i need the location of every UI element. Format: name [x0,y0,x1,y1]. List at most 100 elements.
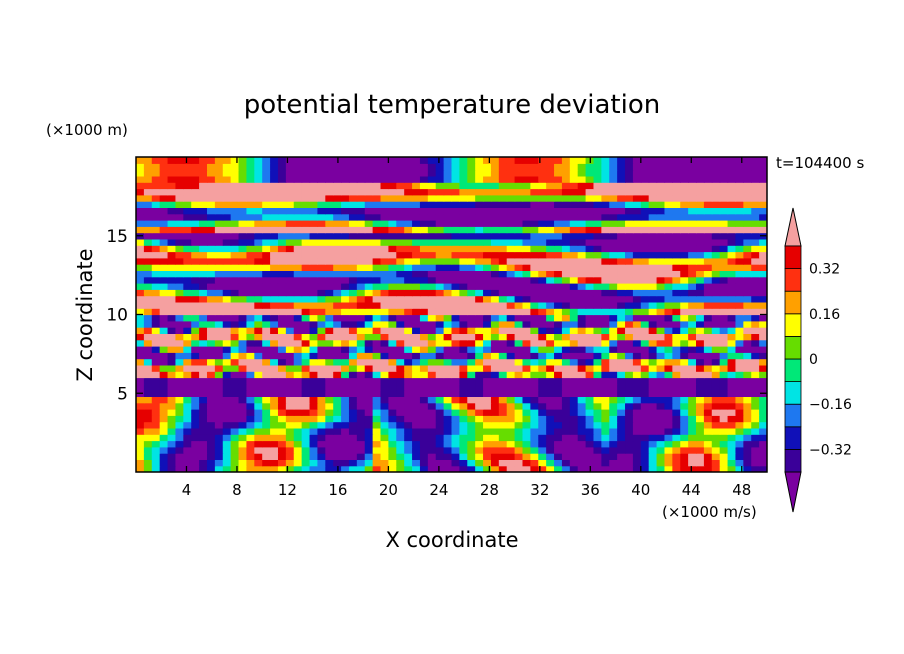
heatmap-cell [183,339,192,347]
heatmap-cell [514,188,524,196]
heatmap-cell [309,427,319,435]
heatmap-cell [656,333,666,341]
heatmap-cell [719,415,729,423]
heatmap-cell [506,163,516,171]
heatmap-cell [522,175,531,183]
heatmap-cell [490,352,500,360]
heatmap-cell [577,396,587,404]
heatmap-cell [309,440,319,448]
heatmap-cell [427,289,437,297]
heatmap-cell [569,314,579,322]
heatmap-cell [246,396,255,404]
heatmap-cell [743,232,752,240]
heatmap-cell [490,295,500,303]
heatmap-cell [191,157,200,164]
heatmap-cell [388,339,397,347]
heatmap-cell [522,364,531,372]
heatmap-cell [277,371,287,379]
heatmap-cell [459,301,468,309]
colorbar-swatch [784,313,802,337]
heatmap-cell [443,264,453,271]
heatmap-cell [498,207,508,215]
heatmap-cell [625,352,634,360]
heatmap-cell [609,383,618,391]
heatmap-cell [483,427,492,435]
heatmap-cell [136,377,145,385]
heatmap-cell [632,289,642,297]
heatmap-cell [262,207,271,215]
heatmap-cell [640,358,650,366]
heatmap-cell [601,295,610,303]
heatmap-cell [522,371,531,379]
heatmap-cell [372,169,382,177]
heatmap-cell [483,301,492,309]
heatmap-cell [254,188,263,196]
heatmap-cell [285,182,295,190]
heatmap-cell [593,213,602,221]
heatmap-cell [183,207,192,215]
heatmap-cell [199,308,208,316]
heatmap-cell [656,434,666,442]
heatmap-cell [199,232,208,240]
heatmap-cell [388,276,397,284]
heatmap-cell [696,421,705,429]
heatmap-cell [554,163,563,171]
heatmap-cell [459,257,468,265]
heatmap-cell [159,346,169,353]
heatmap-cell [285,226,295,234]
heatmap-cell [664,421,673,429]
heatmap-cell [451,314,460,322]
heatmap-cell [601,194,610,202]
heatmap-cell [577,169,587,177]
heatmap-cell [522,220,531,227]
heatmap-cell [443,194,453,202]
heatmap-cell [743,440,752,448]
heatmap-cell [388,188,397,196]
heatmap-cell [254,276,263,284]
heatmap-cell [490,213,500,221]
heatmap-cell [530,157,539,164]
heatmap-cell [475,440,484,448]
heatmap-cell [538,396,547,404]
heatmap-cell [167,409,177,416]
heatmap-cell [427,409,437,416]
heatmap-cell [419,465,429,472]
heatmap-cell [640,453,650,460]
heatmap-cell [475,188,484,196]
heatmap-cell [632,421,642,429]
heatmap-cell [364,434,374,442]
heatmap-cell [230,434,240,442]
heatmap-cell [459,427,468,435]
heatmap-cell [301,396,311,404]
heatmap-cell [404,465,413,472]
heatmap-cell [561,157,571,164]
heatmap-cell [561,314,571,322]
heatmap-cell [206,251,216,259]
heatmap-cell [277,427,287,435]
heatmap-cell [672,251,681,259]
heatmap-cell [601,232,610,240]
colorbar-tick-label: −0.16 [809,397,852,413]
heatmap-cell [585,257,595,265]
heatmap-cell [159,440,169,448]
heatmap-cell [546,352,555,360]
heatmap-cell [561,320,571,328]
heatmap-cell [625,175,634,183]
heatmap-cell [696,226,705,234]
heatmap-cell [238,169,248,177]
heatmap-cell [703,446,713,454]
heatmap-cell [727,333,737,341]
heatmap-cell [230,409,240,416]
heatmap-cell [136,175,145,183]
heatmap-cell [372,226,382,234]
heatmap-cell [625,270,634,278]
heatmap-cell [617,264,626,271]
heatmap-cell [743,333,752,341]
heatmap-cell [632,390,642,397]
heatmap-cell [183,415,192,423]
heatmap-cell [419,415,429,423]
heatmap-cell [743,238,752,246]
heatmap-cell [672,320,681,328]
heatmap-cell [609,358,618,366]
heatmap-cell [191,163,200,171]
